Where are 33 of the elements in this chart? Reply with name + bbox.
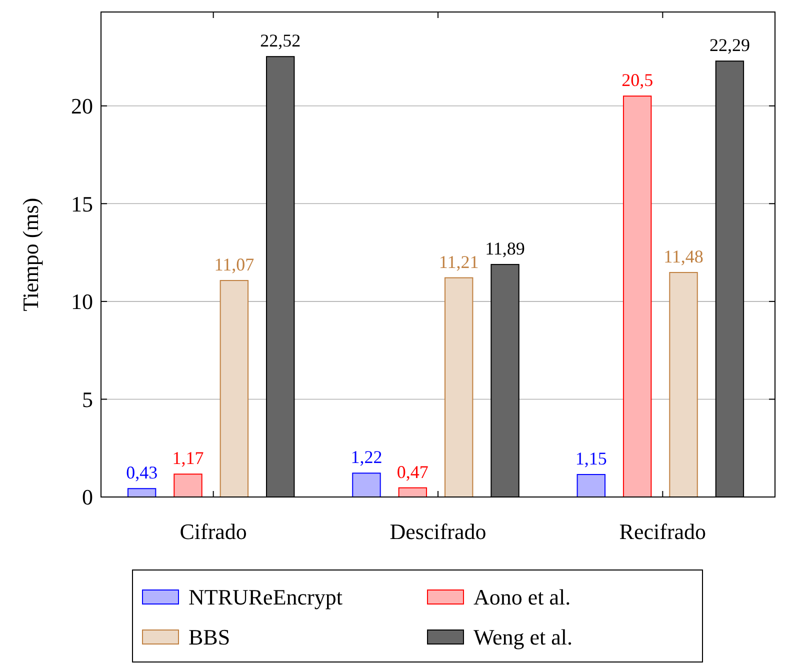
- data-label: 11,21: [438, 252, 479, 272]
- data-label: 22,52: [260, 30, 301, 51]
- data-label: 11,48: [664, 246, 704, 266]
- data-label: 11,07: [214, 254, 254, 275]
- legend-label: Weng et al.: [474, 624, 573, 650]
- legend-label: NTRUReEncrypt: [188, 584, 342, 610]
- data-label: 20,5: [622, 70, 654, 90]
- data-label: 1,15: [575, 448, 607, 469]
- bar: [444, 277, 474, 498]
- bar: [576, 474, 606, 498]
- bar: [174, 474, 202, 498]
- data-label: 0,47: [396, 462, 428, 482]
- bar: [352, 472, 381, 498]
- data-label: 0,43: [126, 462, 158, 483]
- y-tick-label: 0: [82, 484, 93, 510]
- bar: [127, 488, 156, 498]
- y-tick-label: 20: [71, 94, 93, 119]
- data-label: 1,17: [172, 448, 204, 468]
- bar: [669, 272, 698, 498]
- x-tick-label: Descifrado: [390, 519, 486, 544]
- legend-label: Aono et al.: [474, 584, 571, 610]
- legend-label: BBS: [188, 624, 230, 650]
- data-label: 11,89: [485, 238, 525, 258]
- x-tick-label: Cifrado: [180, 519, 247, 544]
- y-tick-label: 15: [71, 191, 93, 216]
- bar: [220, 280, 249, 498]
- bar: [622, 96, 652, 498]
- x-tick-label: Recifrado: [619, 519, 706, 544]
- data-label: 1,22: [350, 447, 382, 468]
- data-label: 22,29: [709, 35, 750, 56]
- y-tick-label: 5: [82, 386, 93, 412]
- y-axis-title: Tiempo (ms): [18, 198, 43, 312]
- y-tick-label: 10: [71, 289, 93, 314]
